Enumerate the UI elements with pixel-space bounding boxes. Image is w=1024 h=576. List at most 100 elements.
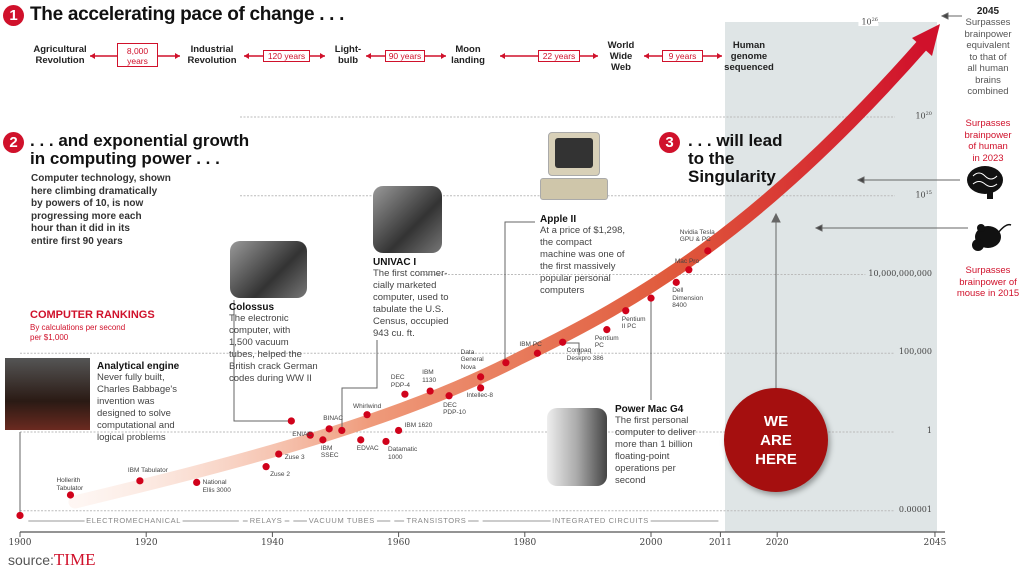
era-label: INTEGRATED CIRCUITS	[550, 516, 651, 525]
x-tick-label: 2000	[639, 538, 663, 548]
section-3-title: . . . will lead to the Singularity	[688, 131, 783, 186]
section-number-1: 1	[3, 5, 24, 26]
data-point	[338, 426, 346, 435]
y-tick-label: 1020	[912, 111, 932, 121]
data-point-label: National Ellis 3000	[202, 479, 231, 494]
data-point-label: IBM SSEC	[320, 444, 339, 460]
data-point	[704, 247, 712, 255]
note-2045-year: 2045	[976, 6, 1000, 17]
section-number-2: 2	[3, 132, 24, 153]
section-number-3: 3	[659, 132, 680, 153]
y-tick-label: 0.00001	[895, 504, 932, 514]
arrowhead-icon	[500, 53, 505, 59]
univac-photo	[373, 186, 442, 253]
callout-power-mac-g4: Power Mac G4 The first personal computer…	[615, 404, 696, 487]
data-point-label: IBM 1130	[422, 369, 437, 384]
x-tick-label: 2045	[923, 538, 947, 548]
data-point-label: IBM Tabulator	[127, 466, 168, 474]
data-point-label: Nvidia Tesla GPU & PC	[679, 228, 715, 244]
section-1-title: The accelerating pace of change . . .	[30, 4, 345, 25]
callout-body: At a price of $1,298, the compact machin…	[540, 225, 626, 296]
y-tick-exponent: 20	[925, 111, 932, 117]
data-point	[647, 294, 655, 302]
callout-title: Colossus	[229, 302, 275, 313]
interval-box: 90 years	[385, 50, 425, 62]
data-point	[382, 437, 390, 446]
era-label: ELECTROMECHANICAL	[84, 516, 183, 525]
data-point	[672, 278, 680, 286]
data-point	[363, 411, 371, 419]
mouse-icon	[972, 223, 1012, 251]
callout-title: Power Mac G4	[615, 404, 684, 415]
data-point	[401, 390, 409, 398]
callout-colossus: Colossus The electronic computer, with 1…	[229, 302, 318, 385]
data-point-label: Pentium II PC	[621, 315, 646, 331]
milestone-event: Human genome sequenced	[724, 40, 774, 73]
data-point-label: IBM 1620	[404, 422, 433, 430]
note-2045-text: Surpasses brainpower equivalent to that …	[964, 17, 1012, 97]
y-tick-label: 100,000	[895, 347, 932, 357]
data-point-label: ENIAC	[292, 431, 313, 439]
note-human: Surpasses brainpower of human in 2023	[964, 118, 1012, 164]
arrowhead-icon	[320, 53, 325, 59]
data-point	[445, 392, 453, 400]
arrowhead-icon	[593, 53, 598, 59]
analytical-engine-photo	[5, 358, 90, 430]
milestone-event: Agricultural Revolution	[33, 44, 87, 66]
era-label: TRANSISTORS	[404, 516, 469, 525]
interval-box: 22 years	[538, 50, 580, 62]
arrowhead-icon	[644, 53, 649, 59]
y-tick-exponent: 26	[871, 16, 878, 23]
colossus-photo	[230, 241, 307, 298]
milestone-event: World Wide Web	[607, 40, 635, 73]
source-prefix: source:	[8, 552, 54, 568]
brain-icon	[967, 166, 1003, 199]
data-point	[533, 349, 542, 357]
data-point	[426, 387, 434, 395]
data-point-label: Mac Pro	[674, 257, 700, 265]
callout-body: The electronic computer, with 1,500 vacu…	[229, 313, 318, 384]
data-point	[559, 338, 567, 346]
y-tick-label: 10,000,000,000	[865, 268, 932, 278]
trend-arrowhead	[912, 24, 940, 56]
arrowhead-icon	[90, 53, 95, 59]
data-point-label: Data General Nova	[460, 348, 484, 371]
milestone-event: Industrial Revolution	[187, 44, 237, 66]
power-mac-g4-photo	[547, 408, 607, 486]
we-are-here-badge: WE ARE HERE	[724, 388, 828, 492]
note-mouse: Surpasses brainpower of mouse in 2015	[956, 265, 1020, 299]
data-point-label: Whirlwind	[353, 402, 382, 410]
data-point-label: DEC PDP-4	[390, 374, 411, 389]
interval-box: 9 years	[662, 50, 703, 62]
data-point	[16, 511, 24, 520]
data-point-label: BINAC	[323, 414, 344, 422]
y-tick-label: 1015	[912, 189, 932, 200]
y-tick-label: 1	[923, 426, 932, 435]
arrowhead-icon	[175, 53, 180, 59]
interval-box: 8,000 years	[117, 43, 158, 67]
data-point	[319, 436, 327, 444]
section-2-title: . . . and exponential growth in computin…	[30, 131, 250, 168]
data-point	[502, 359, 510, 367]
callout-body: The first personal computer to deliver m…	[615, 415, 696, 486]
data-point	[193, 478, 201, 486]
data-point	[262, 463, 270, 471]
x-ticks	[19, 532, 936, 537]
connectors	[19, 12, 968, 512]
callout-univac: UNIVAC I The first commer- cially market…	[373, 257, 449, 340]
data-point	[275, 450, 283, 458]
data-point-label: Hollerith Tabulator	[56, 477, 84, 492]
data-point	[306, 431, 314, 439]
callout-title: Analytical engine	[97, 361, 180, 372]
callout-body: Never fully built, Charles Babbage's inv…	[97, 372, 177, 443]
x-tick-label: 1980	[513, 538, 537, 548]
x-tick-label: 2020	[765, 538, 789, 548]
data-point-label: EDVAC	[356, 444, 379, 452]
data-point-label: Intellec-8	[466, 391, 493, 399]
callout-apple-ii: Apple II At a price of $1,298, the compa…	[540, 214, 625, 297]
arrowhead-icon	[441, 53, 446, 59]
era-label: RELAYS	[247, 516, 285, 525]
rankings-subtitle: By calculations per second per $1,000	[30, 323, 126, 342]
x-tick-label: 1920	[134, 538, 158, 548]
time-logo: TIME	[53, 550, 96, 569]
